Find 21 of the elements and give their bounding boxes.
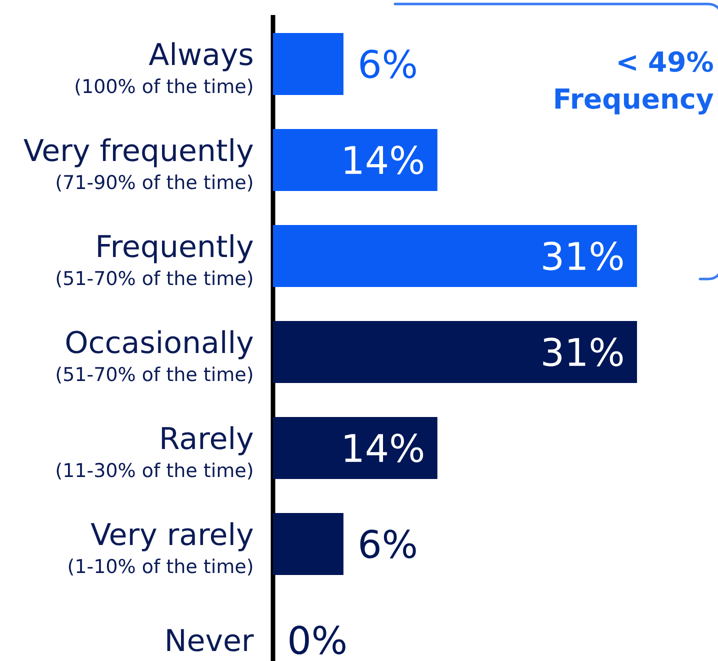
text: (100% of the time) [76, 78, 252, 96]
text: (71-90% of the time) [56, 174, 252, 192]
y-tick-label: Occasionally [66, 330, 253, 360]
annotation: < 49% Frequency [555, 51, 714, 115]
y-tick-label: Frequently [98, 234, 253, 264]
y-tick-label: Very frequently [24, 138, 253, 168]
text: (51-70% of the time) [56, 366, 252, 384]
data-label: 6% [360, 530, 416, 558]
y-tick-label: Rarely [162, 426, 253, 456]
data-label: 14% [344, 434, 424, 462]
text: (11-30% of the time) [56, 462, 252, 480]
y-tick-label: Very rarely [90, 522, 253, 552]
text: (1-10% of the time) [68, 558, 252, 576]
data-label: 31% [543, 242, 623, 270]
data-label: 31% [543, 338, 623, 366]
y-tick-label: Always [148, 42, 252, 72]
text: (51-70% of the time) [56, 270, 252, 288]
y-tick-label: Never [167, 629, 254, 652]
data-label: 0% [290, 626, 346, 654]
data-label: 14% [344, 146, 424, 174]
data-label: 6% [360, 50, 416, 78]
